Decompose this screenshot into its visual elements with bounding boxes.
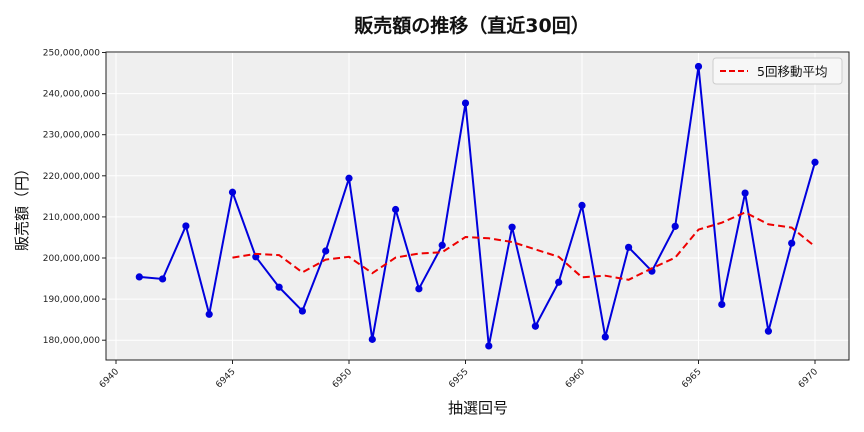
- sales-marker: [345, 174, 353, 182]
- legend: 5回移動平均: [712, 57, 843, 85]
- series-layer: [135, 62, 819, 350]
- sales-marker: [718, 300, 726, 309]
- sales-marker: [322, 247, 330, 255]
- sales-marker: [275, 283, 283, 291]
- y-tick-label: 250,000,000: [43, 49, 101, 59]
- sales-marker: [741, 189, 749, 197]
- x-axis-ticks: 6940 6945 6950 6955 6960 6965 6970: [98, 360, 820, 390]
- y-tick-label: 180,000,000: [43, 336, 101, 346]
- y-axis-label: 販売額（円）: [13, 161, 31, 251]
- x-tick-label: 6945: [214, 367, 237, 390]
- y-tick-label: 230,000,000: [43, 131, 101, 141]
- sales-marker: [601, 333, 609, 341]
- y-tick-label: 200,000,000: [43, 254, 101, 264]
- y-tick-label: 240,000,000: [43, 90, 101, 100]
- sales-marker: [205, 310, 213, 318]
- x-axis-label: 抽選回号: [448, 399, 508, 417]
- sales-marker: [415, 285, 423, 293]
- sales-marker: [671, 222, 679, 230]
- x-tick-label: 6955: [447, 367, 470, 390]
- sales-marker: [182, 222, 190, 230]
- plot-area: [106, 52, 849, 360]
- x-tick-label: 6960: [564, 367, 587, 390]
- sales-marker: [392, 205, 400, 214]
- sales-marker: [368, 335, 376, 343]
- plot-frame: [105, 51, 850, 361]
- x-tick-label: 6970: [797, 367, 820, 390]
- sales-marker: [788, 239, 796, 247]
- legend-label: 5回移動平均: [757, 64, 827, 79]
- y-tick-label: 220,000,000: [43, 172, 101, 182]
- sales-marker: [578, 201, 586, 209]
- y-axis-ticks: 180,000,000 190,000,000 200,000,000 210,000…: [43, 49, 106, 346]
- legend-box: [712, 57, 843, 85]
- sales-marker: [764, 327, 773, 335]
- sales-marker: [228, 188, 237, 196]
- sales-marker: [438, 241, 446, 249]
- sales-marker: [555, 278, 563, 286]
- sales-marker: [694, 62, 703, 71]
- sales-marker: [508, 223, 516, 231]
- sales-marker: [298, 307, 306, 315]
- sales-marker: [159, 275, 167, 283]
- x-tick-label: 6965: [680, 367, 703, 390]
- sales-line: [139, 66, 816, 347]
- x-tick-label: 6950: [331, 367, 354, 390]
- x-tick-label: 6940: [98, 367, 121, 390]
- y-tick-label: 210,000,000: [43, 213, 101, 223]
- sales-marker: [135, 273, 143, 281]
- chart-title: 販売額の推移（直近30回）: [354, 14, 589, 37]
- sales-marker: [531, 322, 540, 330]
- sales-marker: [485, 342, 493, 350]
- sales-marker: [625, 243, 633, 251]
- moving-average-line: [232, 211, 816, 281]
- sales-marker: [461, 99, 470, 107]
- sales-marker: [811, 158, 819, 166]
- y-tick-label: 190,000,000: [43, 295, 101, 305]
